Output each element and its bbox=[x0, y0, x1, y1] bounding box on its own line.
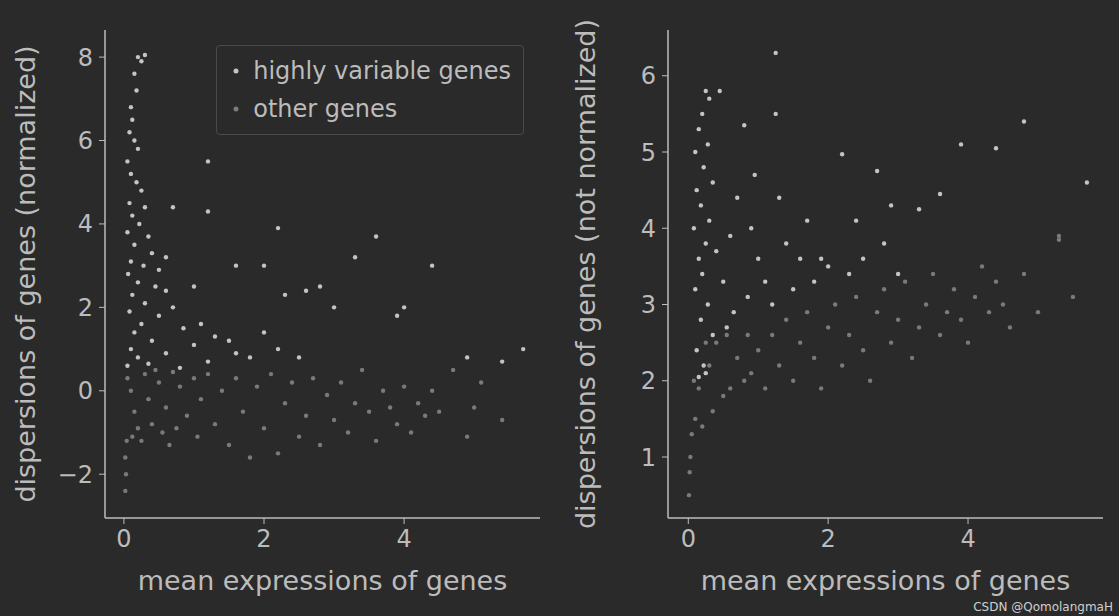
svg-text:4: 4 bbox=[960, 525, 975, 553]
html-text:other genes: other genes bbox=[253, 95, 398, 123]
svg-text:mean expressions of genes: mean expressions of genes bbox=[138, 565, 508, 596]
svg-text:6: 6 bbox=[641, 62, 656, 90]
svg-text:0: 0 bbox=[681, 525, 696, 553]
svg-text:−2: −2 bbox=[58, 461, 93, 489]
svg-text:dispersions of genes (normaliz: dispersions of genes (normalized) bbox=[10, 45, 41, 502]
svg-text:4: 4 bbox=[396, 525, 411, 553]
svg-text:0: 0 bbox=[116, 525, 131, 553]
svg-text:dispersions of genes (not norm: dispersions of genes (not normalized) bbox=[570, 19, 601, 529]
svg-text:mean expressions of genes: mean expressions of genes bbox=[701, 565, 1071, 596]
svg-text:5: 5 bbox=[641, 139, 656, 167]
svg-text:0: 0 bbox=[78, 377, 93, 405]
svg-text:4: 4 bbox=[78, 210, 93, 238]
svg-text:8: 8 bbox=[78, 44, 93, 72]
svg-text:2: 2 bbox=[78, 294, 93, 322]
html-text:CSDN @QomolangmaH: CSDN @QomolangmaH bbox=[973, 600, 1113, 614]
html-text:highly variable genes: highly variable genes bbox=[253, 57, 511, 85]
svg-text:3: 3 bbox=[641, 291, 656, 319]
svg-text:2: 2 bbox=[256, 525, 271, 553]
svg-text:2: 2 bbox=[821, 525, 836, 553]
svg-text:6: 6 bbox=[78, 127, 93, 155]
svg-text:4: 4 bbox=[641, 215, 656, 243]
svg-text:1: 1 bbox=[641, 444, 656, 472]
svg-text:2: 2 bbox=[641, 367, 656, 395]
